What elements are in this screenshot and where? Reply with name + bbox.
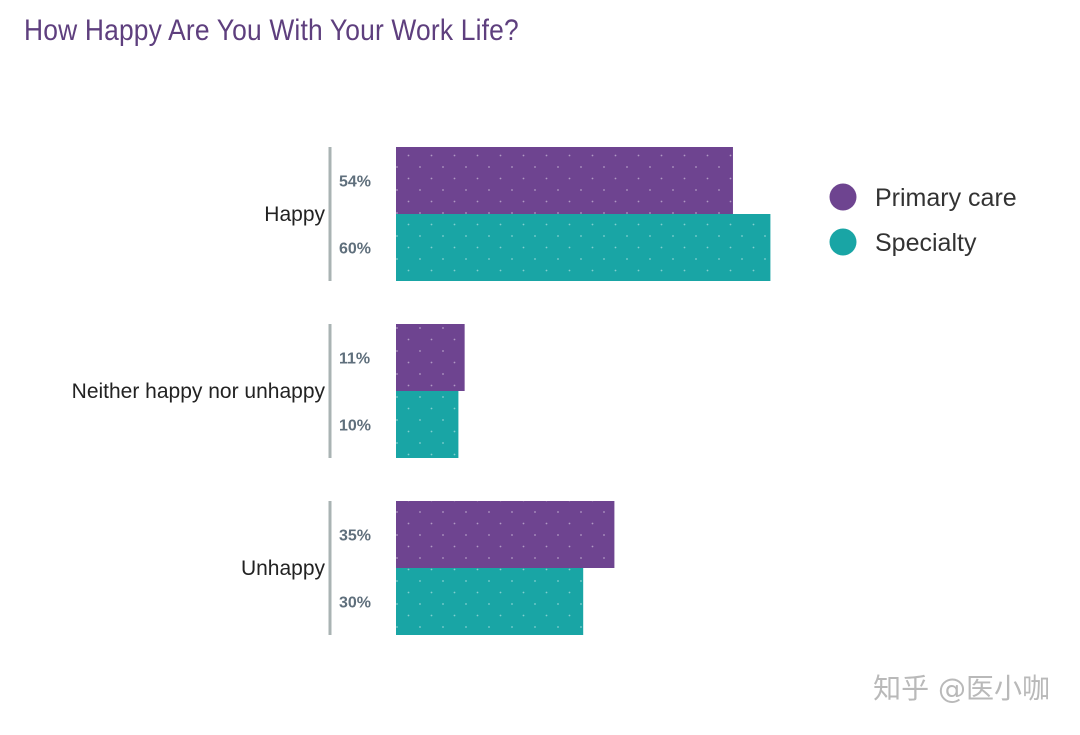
value-label-specialty-unhappy: 30% bbox=[339, 595, 371, 612]
watermark: 知乎 @医小咖 bbox=[873, 672, 1050, 705]
bar-texture-specialty-neither-happy-nor-unhappy bbox=[396, 391, 459, 458]
chart-title: How Happy Are You With Your Work Life? bbox=[24, 14, 519, 47]
bar-texture-primary-care-unhappy bbox=[396, 501, 615, 568]
legend-label-specialty: Specialty bbox=[875, 229, 977, 257]
legend: Primary care Specialty bbox=[829, 183, 1017, 257]
legend-marker-primary-care bbox=[829, 183, 857, 211]
category-label-neither-happy-nor-unhappy: Neither happy nor unhappy bbox=[72, 380, 326, 403]
category-label-unhappy: Unhappy bbox=[241, 557, 326, 580]
value-label-primary-care-neither-happy-nor-unhappy: 11% bbox=[339, 351, 370, 368]
bar-texture-specialty-happy bbox=[396, 214, 771, 281]
bar-texture-primary-care-happy bbox=[396, 147, 733, 214]
bar-texture-specialty-unhappy bbox=[396, 568, 584, 635]
value-label-primary-care-unhappy: 35% bbox=[339, 528, 371, 545]
legend-label-primary-care: Primary care bbox=[875, 184, 1017, 212]
legend-marker-specialty bbox=[829, 228, 857, 256]
value-label-primary-care-happy: 54% bbox=[339, 174, 371, 191]
category-label-happy: Happy bbox=[264, 203, 325, 226]
bar-texture-primary-care-neither-happy-nor-unhappy bbox=[396, 324, 465, 391]
value-label-specialty-neither-happy-nor-unhappy: 10% bbox=[339, 418, 371, 435]
value-label-specialty-happy: 60% bbox=[339, 241, 371, 258]
